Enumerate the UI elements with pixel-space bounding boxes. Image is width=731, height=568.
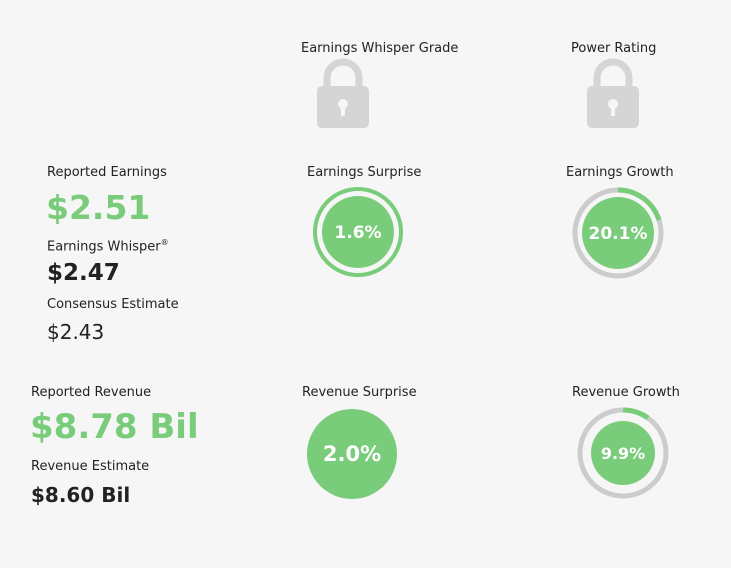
consensus-estimate-value: $2.43 [47, 320, 105, 344]
earnings-surprise-gauge: 1.6% [312, 186, 404, 282]
revenue-growth-label: Revenue Growth [572, 385, 680, 400]
whisper-grade-label: Earnings Whisper Grade [301, 41, 459, 56]
lock-icon [313, 58, 373, 134]
reported-revenue-label: Reported Revenue [31, 385, 152, 400]
reported-earnings-value: $2.51 [46, 188, 151, 227]
earnings-surprise-value: 1.6% [334, 223, 381, 243]
revenue-surprise-label: Revenue Surprise [302, 385, 417, 400]
revenue-estimate-value: $8.60 Bil [31, 483, 131, 507]
revenue-growth-gauge: 9.9% [576, 406, 670, 504]
revenue-growth-arc [577, 407, 669, 499]
earnings-whisper-label: Earnings Whisper® [47, 238, 169, 255]
earnings-growth-value: 20.1% [589, 224, 648, 244]
reported-earnings-label: Reported Earnings [47, 165, 167, 180]
revenue-growth-value: 9.9% [601, 444, 645, 463]
earnings-growth-gauge: 20.1% [571, 186, 665, 284]
consensus-estimate-label: Consensus Estimate [47, 297, 179, 312]
revenue-surprise-gauge: 2.0% [306, 408, 398, 504]
lock-icon [583, 58, 643, 134]
earnings-surprise-label: Earnings Surprise [307, 165, 422, 180]
reported-revenue-value: $8.78 Bil [30, 407, 199, 447]
revenue-estimate-label: Revenue Estimate [31, 459, 150, 474]
earnings-whisper-value: $2.47 [47, 260, 120, 286]
revenue-surprise-value: 2.0% [323, 442, 381, 466]
earnings-growth-arc [572, 187, 664, 279]
power-rating-label: Power Rating [571, 41, 657, 56]
earnings-growth-label: Earnings Growth [566, 165, 674, 180]
